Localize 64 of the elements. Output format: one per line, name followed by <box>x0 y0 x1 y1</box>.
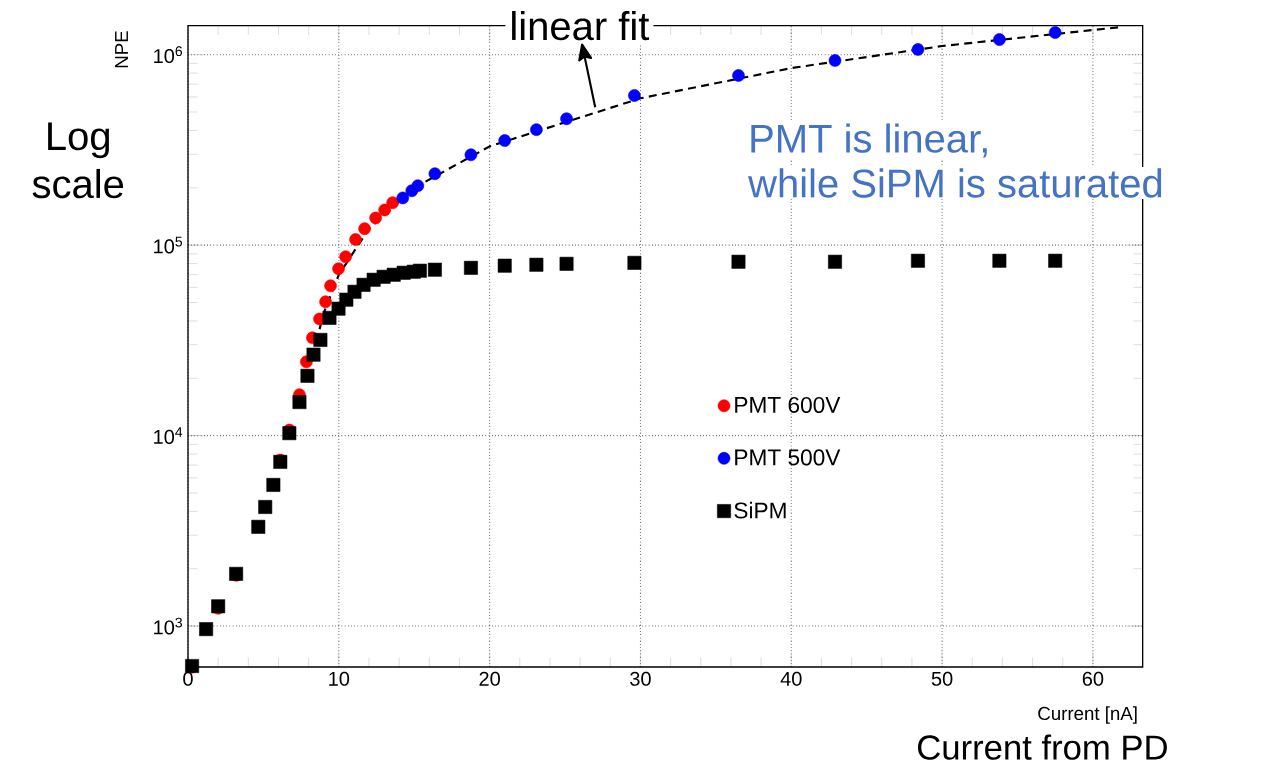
annotation: while SiPM is saturated <box>748 168 1162 198</box>
point <box>386 196 399 209</box>
point <box>560 112 573 125</box>
point <box>464 260 478 275</box>
point <box>529 257 544 272</box>
point <box>497 258 512 273</box>
legend-label: SiPM <box>734 501 786 519</box>
legend-label: PMT 600V <box>735 396 841 413</box>
point <box>732 69 745 82</box>
point <box>627 255 642 270</box>
point <box>1048 26 1062 39</box>
point <box>199 622 214 637</box>
point <box>324 279 337 293</box>
point <box>828 54 842 67</box>
point <box>411 179 425 193</box>
point <box>628 89 641 102</box>
y-tick-label: 10$^{4}$ <box>154 427 183 444</box>
point <box>319 295 332 309</box>
point <box>559 256 574 271</box>
text: Log scale <box>32 122 124 199</box>
point <box>282 426 297 441</box>
point <box>464 148 478 162</box>
point <box>1048 253 1063 268</box>
point <box>313 332 328 347</box>
y-tick-label: 10$^{6}$ <box>154 46 183 64</box>
x-tick-label: 50 <box>931 671 953 686</box>
point <box>911 253 925 268</box>
point <box>498 134 511 147</box>
point <box>306 347 321 362</box>
point <box>251 519 266 534</box>
point <box>332 262 345 276</box>
point <box>378 203 391 217</box>
point <box>530 123 543 136</box>
x-tick-label: 30 <box>630 671 651 686</box>
point <box>300 368 315 383</box>
x-axis-title: Current [nA] <box>1038 706 1137 724</box>
point <box>911 43 925 56</box>
point <box>358 222 371 235</box>
point <box>396 191 410 205</box>
annotation: linear fit <box>512 10 650 41</box>
point <box>992 253 1007 268</box>
y-tick-label: 10$^{3}$ <box>154 617 183 635</box>
point <box>266 477 281 492</box>
x-tick-label: 60 <box>1082 671 1104 686</box>
point <box>828 254 842 269</box>
point <box>427 262 442 277</box>
point <box>731 254 746 269</box>
legend-label: PMT 500V <box>735 449 841 466</box>
text: Current from PD <box>918 734 1167 760</box>
point <box>292 395 307 410</box>
point <box>412 263 427 278</box>
point <box>349 233 362 246</box>
point <box>428 167 442 181</box>
x-tick-label: 20 <box>479 671 500 686</box>
y-axis-title: NPE <box>115 31 128 68</box>
x-tick-label: 0 <box>183 671 193 686</box>
point <box>993 33 1006 46</box>
point <box>369 211 382 225</box>
x-tick-label: 40 <box>780 671 802 686</box>
point <box>258 500 273 514</box>
annotation: PMT is linear, <box>751 123 987 158</box>
x-tick-label: 10 <box>329 671 350 686</box>
y-tick-label: 10$^{5}$ <box>154 236 183 254</box>
point <box>339 250 352 264</box>
